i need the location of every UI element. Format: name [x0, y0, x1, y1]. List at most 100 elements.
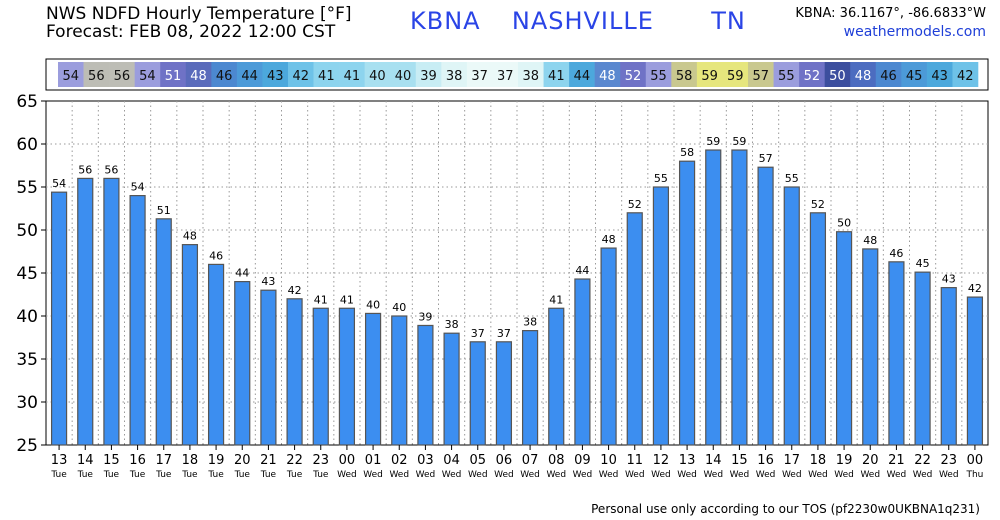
- temperature-bar: [391, 315, 408, 446]
- color-strip-cell: [109, 62, 135, 87]
- temperature-bar: [548, 307, 565, 446]
- x-day-label: Wed: [546, 470, 566, 480]
- bar-value-label: 48: [602, 233, 616, 246]
- color-strip-cell: [824, 62, 851, 87]
- x-hour-label: 21: [260, 453, 277, 468]
- color-strip-value: 52: [625, 69, 642, 84]
- x-day-label: Wed: [756, 470, 776, 480]
- x-day-label: Wed: [468, 470, 488, 480]
- bar-value-label: 58: [680, 146, 694, 159]
- temperature-bar: [260, 289, 277, 446]
- x-day-label: Wed: [730, 470, 750, 480]
- temperature-bar: [731, 149, 748, 446]
- color-strip-cell: [620, 62, 647, 87]
- color-strip-value: 48: [190, 69, 207, 84]
- temperature-bar: [574, 278, 591, 446]
- color-strip-cell: [875, 62, 902, 87]
- temperature-color-strip: 54 56 56 54 51 48 46 44 43 42 41 41 40 40 39 38 37 37 38 41…: [45, 58, 989, 91]
- x-day-label: Wed: [625, 470, 645, 480]
- color-strip-cell: [671, 62, 698, 87]
- x-hour-label: 23: [312, 453, 329, 468]
- x-hour-label: 15: [731, 453, 748, 468]
- color-strip-cell: [185, 62, 212, 87]
- bar-value-label: 46: [889, 247, 903, 260]
- x-day-label: Wed: [913, 470, 933, 480]
- color-strip-cell: [748, 62, 774, 87]
- x-day-label: Wed: [599, 470, 619, 480]
- color-strip-value: 56: [114, 69, 131, 84]
- website-link[interactable]: weathermodels.com: [843, 24, 986, 40]
- temperature-bar: [364, 312, 382, 446]
- temperature-bar: [783, 186, 800, 446]
- y-tick-label: 35: [16, 350, 38, 370]
- color-strip-cell: [313, 62, 340, 87]
- color-strip-cell: [850, 62, 877, 87]
- y-tick-label: 55: [16, 178, 38, 198]
- color-strip-cell: [466, 62, 493, 87]
- color-strip-value: 40: [369, 69, 386, 84]
- bar-value-label: 50: [837, 217, 851, 230]
- color-strip-cell: [160, 62, 187, 87]
- bar-value-label: 42: [288, 284, 302, 297]
- y-tick-label: 40: [16, 307, 38, 327]
- temperature-bar: [207, 263, 225, 446]
- x-day-label: Tue: [103, 470, 120, 480]
- station-coordinates: KBNA: 36.1167°, -86.6833°W: [795, 6, 986, 21]
- bar-value-label: 40: [392, 301, 406, 314]
- x-hour-label: 07: [522, 453, 539, 468]
- color-strip-value: 44: [574, 69, 591, 84]
- bar-value-label: 43: [261, 275, 275, 288]
- x-day-label: Wed: [860, 470, 880, 480]
- color-strip-value: 59: [727, 69, 744, 84]
- color-strip-value: 55: [778, 69, 795, 84]
- x-hour-label: 16: [757, 453, 774, 468]
- color-strip-value: 50: [829, 69, 846, 84]
- temperature-bar: [495, 341, 513, 446]
- temperature-bar: [835, 231, 853, 446]
- color-strip-value: 46: [880, 69, 897, 84]
- x-day-label: Tue: [207, 470, 224, 480]
- x-hour-label: 04: [443, 453, 460, 468]
- bar-value-label: 59: [706, 135, 720, 148]
- x-hour-label: 13: [51, 453, 68, 468]
- bar-value-label: 37: [497, 327, 511, 340]
- color-strip-value: 45: [906, 69, 923, 84]
- color-strip-cell: [339, 62, 365, 87]
- x-day-label: Tue: [155, 470, 172, 480]
- temperature-bar: [914, 271, 931, 446]
- bar-value-label: 38: [523, 316, 537, 329]
- color-strip-cell: [83, 62, 110, 87]
- temperature-bar: [312, 307, 329, 446]
- color-strip-cell: [288, 62, 314, 87]
- temperature-bar: [181, 244, 199, 446]
- temperature-bar: [888, 261, 905, 446]
- x-hour-label: 18: [182, 453, 199, 468]
- color-strip-cell: [645, 62, 672, 87]
- temperature-bar: [103, 177, 120, 446]
- x-hour-label: 00: [339, 453, 356, 468]
- temperature-bar: [626, 212, 643, 446]
- color-strip-cell: [926, 62, 953, 87]
- color-strip-cell: [211, 62, 238, 87]
- bar-value-label: 42: [968, 282, 982, 295]
- axes: 25 30 35 40 45 50 55 60 65 13 Tue 14 Tue 15 Tue 16 Tue 17…: [16, 92, 983, 480]
- color-strip-value: 39: [420, 69, 437, 84]
- x-hour-label: 13: [679, 453, 696, 468]
- x-hour-label: 22: [286, 453, 303, 468]
- x-day-label: Thu: [965, 470, 983, 480]
- x-day-label: Wed: [520, 470, 540, 480]
- bar-value-label: 56: [78, 163, 92, 176]
- x-day-label: Wed: [494, 470, 514, 480]
- x-hour-label: 23: [940, 453, 957, 468]
- bar-value-label: 48: [863, 234, 877, 247]
- temperature-bar: [129, 195, 146, 446]
- station-state: TN: [711, 7, 746, 35]
- gridlines: [45, 100, 989, 446]
- bar-value-label: 55: [785, 172, 799, 185]
- temperature-bar: [155, 218, 172, 446]
- y-tick-label: 25: [16, 436, 38, 456]
- color-strip-value: 54: [139, 69, 156, 84]
- x-hour-label: 16: [129, 453, 146, 468]
- x-day-label: Wed: [677, 470, 697, 480]
